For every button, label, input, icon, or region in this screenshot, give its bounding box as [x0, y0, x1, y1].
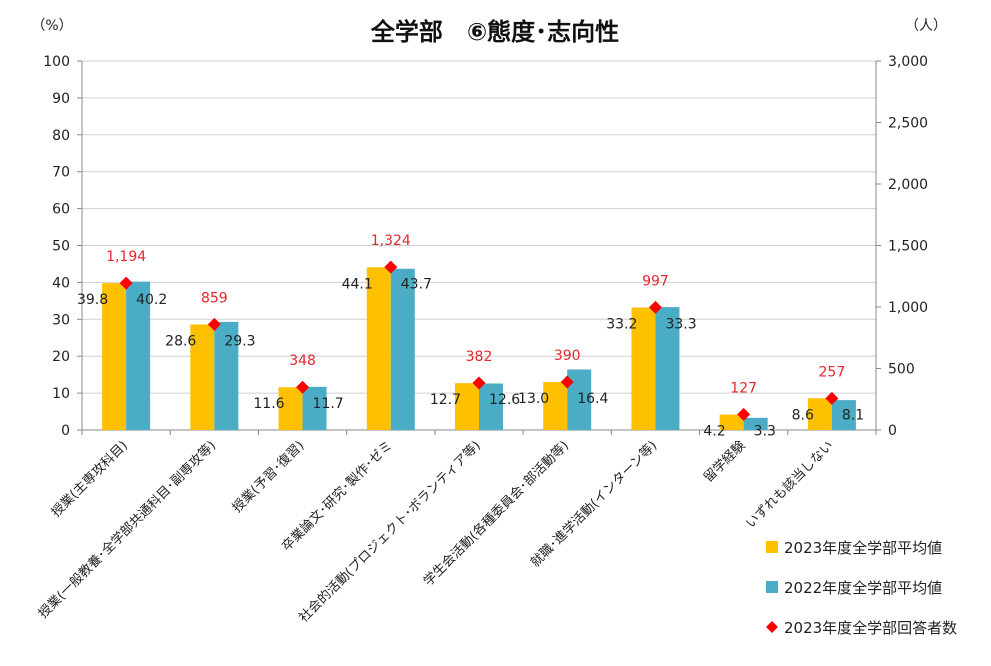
data-label-2023: 8.6 [792, 407, 814, 423]
left-axis-tick-label: 90 [52, 91, 70, 107]
data-label-2023: 28.6 [165, 333, 196, 349]
respondent-marker [207, 317, 221, 331]
data-label-2023: 11.6 [253, 396, 284, 412]
left-axis-tick-label: 30 [52, 312, 70, 328]
right-axis-unit: （人） [905, 18, 947, 34]
bar-2022 [655, 307, 680, 430]
bar-2023 [807, 398, 832, 430]
legend-label-2022: 2022年度全学部平均値 [784, 579, 942, 597]
bar-2023 [719, 414, 744, 430]
bars [102, 267, 856, 430]
bar-2022 [743, 417, 768, 430]
bar-2023 [366, 267, 391, 430]
data-label-2023: 13.0 [518, 391, 549, 407]
right-axis-tick-label: 500 [888, 362, 915, 378]
left-axis-tick-label: 40 [52, 275, 70, 291]
respondent-marker [119, 276, 133, 290]
legend-swatch-2023 [766, 541, 778, 553]
right-axis-tick-label: 3,000 [888, 54, 928, 70]
bar-2022 [126, 281, 151, 430]
data-label-2022: 16.4 [577, 391, 608, 407]
legend: 2023年度全学部平均値 2022年度全学部平均値 2023年度全学部回答者数 [766, 539, 957, 637]
data-label-2022: 33.3 [665, 316, 696, 332]
data-label-2022: 43.7 [401, 276, 432, 292]
respondent-label: 348 [289, 353, 316, 369]
respondent-label: 1,194 [106, 249, 146, 265]
left-axis-unit: （%） [31, 18, 72, 34]
respondent-marker [825, 391, 839, 405]
bar-2023 [102, 283, 127, 430]
bar-2022 [479, 383, 503, 430]
bar-2022 [831, 400, 856, 430]
bar-2022 [390, 268, 415, 430]
respondent-label: 127 [730, 380, 757, 396]
left-axis-tick-label: 50 [52, 239, 70, 255]
data-label-2023: 33.2 [606, 316, 637, 332]
respondent-label: 1,324 [371, 233, 411, 249]
bar-2023 [190, 324, 215, 430]
respondent-markers [119, 260, 839, 421]
right-axis-tick-label: 1,000 [888, 300, 928, 316]
respondent-marker [384, 260, 398, 274]
legend-marker-respondents [766, 621, 778, 633]
left-axis-tick-label: 10 [52, 386, 70, 402]
data-label-2022: 8.1 [842, 407, 864, 423]
data-label-2022: 40.2 [136, 292, 167, 308]
legend-label-2023: 2023年度全学部平均値 [784, 539, 942, 557]
right-axis-tick-label: 2,000 [888, 177, 928, 193]
respondent-marker [296, 380, 310, 394]
right-axis-tick-label: 0 [888, 423, 897, 439]
data-labels: 39.8 40.2 1,194 28.6 29.3 859 11.6 11.7 348 44.1 4… [77, 233, 864, 439]
bar-2022 [214, 321, 239, 430]
right-axis-tick-label: 1,500 [888, 239, 928, 255]
left-axis-tick-label: 0 [61, 423, 70, 439]
respondent-marker [560, 375, 574, 389]
right-axis-tick-label: 2,500 [888, 116, 928, 132]
data-label-2022: 29.3 [224, 333, 255, 349]
respondent-label: 997 [642, 273, 669, 289]
chart-title: 全学部 ⑥態度･志向性 [370, 18, 619, 46]
left-axis-tick-label: 70 [52, 165, 70, 181]
data-label-2023: 4.2 [703, 424, 725, 440]
legend-label-respondents: 2023年度全学部回答者数 [784, 619, 957, 637]
left-axis-tick-label: 80 [52, 128, 70, 144]
respondent-label: 390 [554, 348, 581, 364]
bar-2023 [631, 307, 656, 430]
bar-2023 [455, 383, 479, 430]
data-label-2023: 12.7 [430, 392, 461, 408]
left-axis-tick-label: 20 [52, 349, 70, 365]
data-label-2022: 3.3 [754, 424, 776, 440]
left-axis-tick-label: 60 [52, 202, 70, 218]
respondent-label: 382 [466, 349, 493, 365]
respondent-marker [648, 300, 662, 314]
data-label-2022: 12.6 [489, 392, 520, 408]
respondent-marker [472, 376, 486, 390]
data-label-2022: 11.7 [313, 396, 344, 412]
respondent-marker [737, 407, 751, 421]
left-axis-tick-label: 100 [43, 54, 70, 70]
bar-2023 [278, 387, 303, 430]
bar-2022 [302, 386, 327, 430]
data-label-2023: 39.8 [77, 292, 108, 308]
respondent-label: 859 [201, 290, 228, 306]
respondent-label: 257 [819, 364, 846, 380]
data-label-2023: 44.1 [342, 276, 373, 292]
legend-swatch-2022 [766, 581, 778, 593]
bar-2023 [543, 382, 568, 430]
